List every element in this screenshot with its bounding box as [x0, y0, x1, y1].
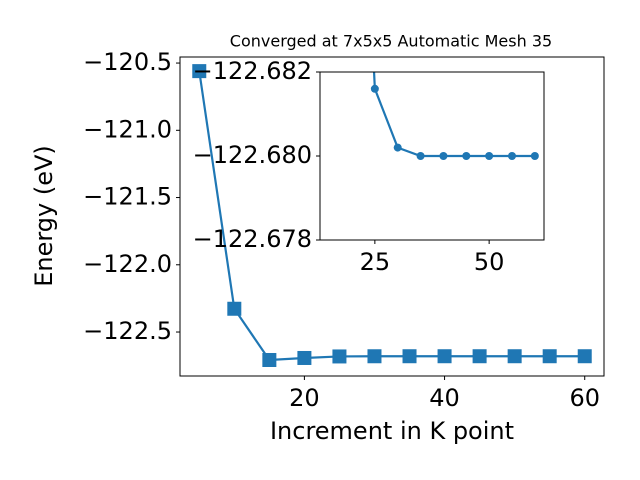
marker	[437, 349, 452, 364]
marker	[192, 64, 207, 79]
x-tick-label: 60	[569, 384, 600, 412]
y-tick-label: −121.0	[83, 115, 172, 143]
x-tick-label: 25	[360, 248, 391, 276]
marker	[485, 152, 494, 160]
marker	[577, 349, 592, 364]
marker	[367, 349, 382, 364]
x-tick-label: 20	[289, 384, 320, 412]
marker	[542, 349, 557, 364]
chart-title: Converged at 7x5x5 Automatic Mesh 35	[230, 32, 552, 51]
marker	[402, 349, 417, 364]
plot-area	[370, 72, 539, 160]
y-tick-label: −122.678	[193, 225, 312, 253]
x-tick-label: 40	[429, 384, 460, 412]
y-axis-label: Energy (eV)	[30, 145, 58, 287]
marker	[297, 350, 312, 365]
marker	[530, 152, 539, 160]
y-tick-label: −122.5	[83, 317, 172, 345]
marker	[462, 152, 471, 160]
y-tick-label: −122.0	[83, 250, 172, 278]
y-tick-label: −122.680	[193, 141, 312, 169]
plot-area	[192, 64, 592, 367]
marker	[227, 301, 242, 316]
x-axis-label: Increment in K point	[270, 417, 514, 445]
y-tick-label: −121.5	[83, 183, 172, 211]
marker	[262, 352, 277, 367]
marker	[472, 349, 487, 364]
y-tick-label: −120.5	[83, 48, 172, 76]
marker	[393, 143, 402, 152]
marker	[508, 152, 516, 160]
marker	[332, 349, 347, 364]
x-tick-label: 50	[474, 248, 505, 276]
marker	[416, 152, 425, 160]
marker	[370, 84, 379, 93]
marker	[439, 152, 448, 160]
y-tick-label: −122.682	[193, 57, 312, 85]
axes-frame	[179, 56, 605, 377]
marker	[507, 349, 522, 364]
